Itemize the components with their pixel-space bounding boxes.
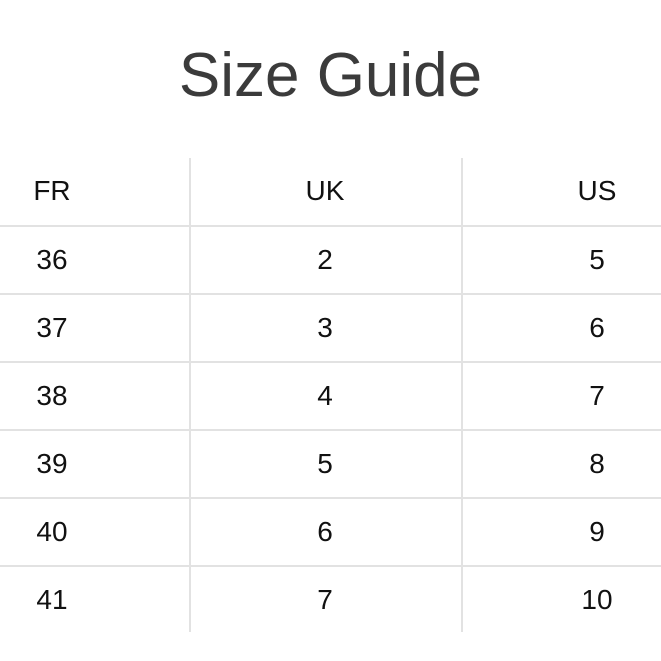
table-cell: 5: [589, 244, 605, 275]
column-header: UK: [305, 175, 345, 206]
table-cell: 3: [317, 312, 333, 343]
table-cell: 39: [36, 448, 68, 479]
row-divider: [0, 293, 661, 295]
table-cell: 9: [589, 516, 605, 547]
column-divider: [461, 158, 463, 632]
table-cell: 5: [317, 448, 333, 479]
column-header: FR: [33, 175, 71, 206]
table-cell: 7: [589, 380, 605, 411]
table-cell: 2: [317, 244, 333, 275]
row-divider: [0, 429, 661, 431]
table-cell: 38: [36, 380, 68, 411]
table-cell: 36: [36, 244, 68, 275]
row-divider: [0, 497, 661, 499]
column-divider: [189, 158, 191, 632]
column-header: US: [577, 175, 617, 206]
table-cell: 7: [317, 584, 333, 615]
table-cell: 40: [36, 516, 68, 547]
table-cell: 41: [36, 584, 68, 615]
row-divider: [0, 225, 661, 227]
row-divider: [0, 565, 661, 567]
table-cell: 4: [317, 380, 333, 411]
table-cell: 37: [36, 312, 68, 343]
table-cell: 10: [581, 584, 613, 615]
table-cell: 8: [589, 448, 605, 479]
table-cell: 6: [589, 312, 605, 343]
row-divider: [0, 361, 661, 363]
page-title: Size Guide: [178, 41, 483, 110]
table-cell: 6: [317, 516, 333, 547]
